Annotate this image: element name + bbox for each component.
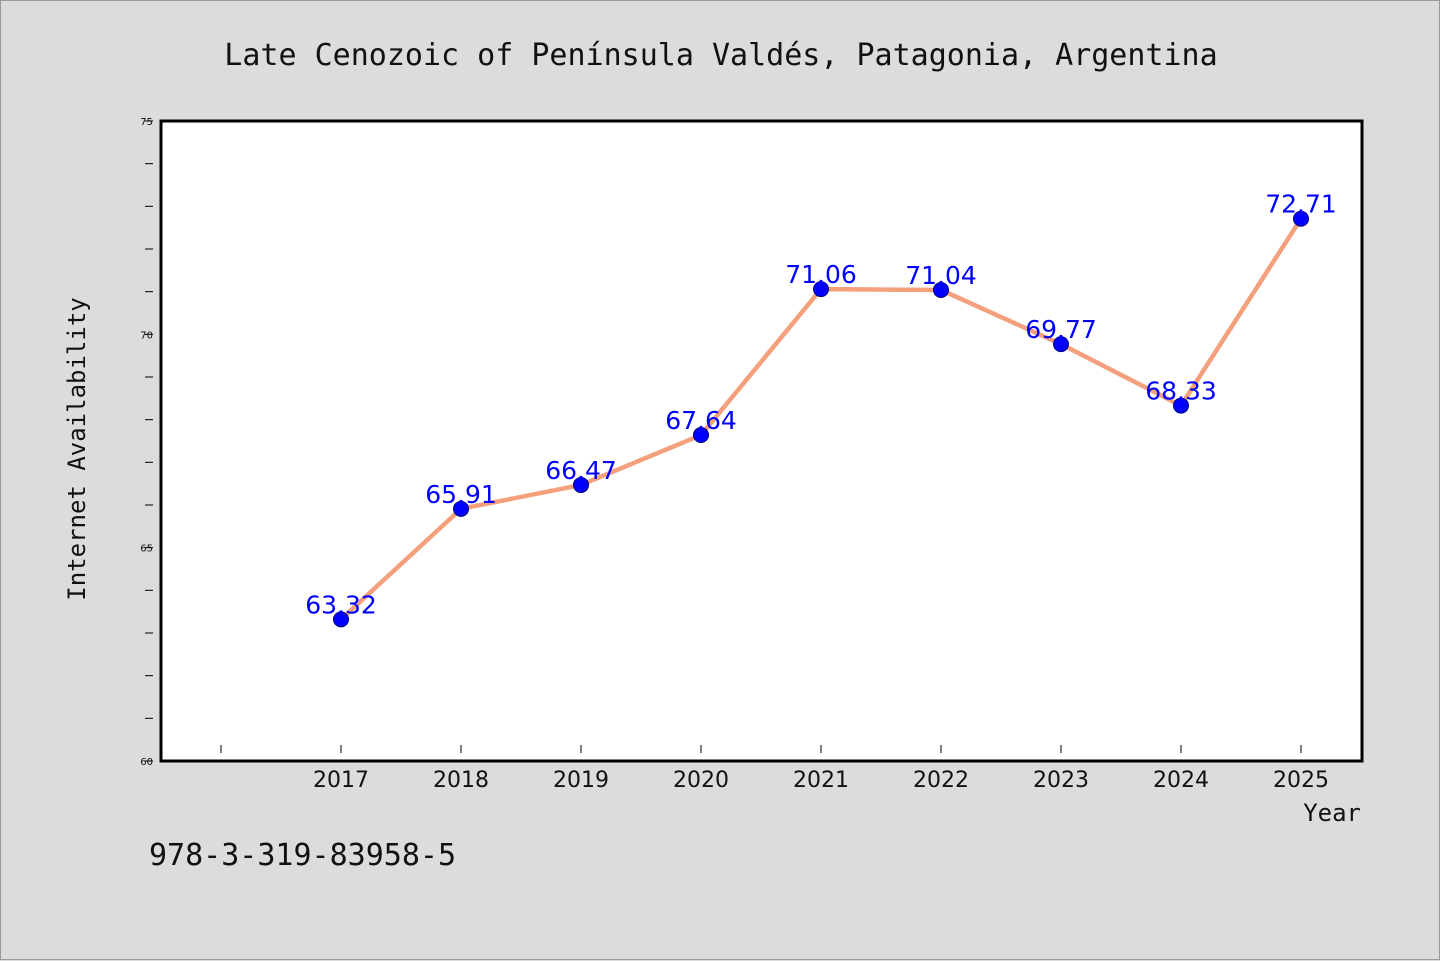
data-point xyxy=(1173,397,1189,414)
x-tick-label: 2017 xyxy=(313,768,369,793)
data-point xyxy=(933,281,949,298)
data-point xyxy=(1053,336,1069,353)
data-label: 65.91 xyxy=(425,480,497,509)
x-axis: 2017 2018 2019 2020 2021 2022 2023 2024 2025 xyxy=(220,745,1329,793)
data-label: 66.47 xyxy=(545,456,617,485)
data-label: 69.77 xyxy=(1025,315,1097,344)
data-point xyxy=(1293,210,1309,227)
data-point xyxy=(693,427,709,444)
data-point xyxy=(333,611,349,628)
data-label: 68.33 xyxy=(1145,377,1217,406)
plot-area xyxy=(159,119,1364,763)
x-tick-label: 2018 xyxy=(433,768,489,793)
x-tick-label: 2024 xyxy=(1153,768,1209,793)
data-label: 71.04 xyxy=(905,261,977,290)
data-point xyxy=(813,281,829,298)
isbn-text: 978-3-319-83958-5 xyxy=(149,838,456,873)
x-tick-label: 2023 xyxy=(1033,768,1089,793)
y-axis-label: Internet Availability xyxy=(63,297,91,600)
y-tick-label: 75 xyxy=(140,117,153,128)
y-tick-label: 65 xyxy=(140,544,153,555)
data-labels: 63.32 65.91 66.47 67.64 71.06 71.04 69.77 68.33… xyxy=(305,190,1337,620)
data-label: 63.32 xyxy=(305,590,377,619)
data-markers xyxy=(333,210,1309,628)
x-tick-label: 2025 xyxy=(1273,768,1329,793)
y-axis: 60 65 70 75 xyxy=(140,117,153,768)
data-point xyxy=(453,500,469,517)
data-label: 72.71 xyxy=(1265,190,1337,219)
chart-title: Late Cenozoic of Península Valdés, Patag… xyxy=(224,38,1217,73)
data-label: 67.64 xyxy=(665,406,737,435)
x-axis-label: Year xyxy=(1303,799,1361,827)
y-tick-label: 60 xyxy=(140,757,153,768)
x-tick-label: 2021 xyxy=(793,768,849,793)
data-label: 71.06 xyxy=(785,260,857,289)
x-tick-label: 2019 xyxy=(553,768,609,793)
x-tick-label: 2022 xyxy=(913,768,969,793)
data-point xyxy=(573,476,589,493)
y-tick-label: 70 xyxy=(140,330,153,341)
x-tick-label: 2020 xyxy=(673,768,729,793)
